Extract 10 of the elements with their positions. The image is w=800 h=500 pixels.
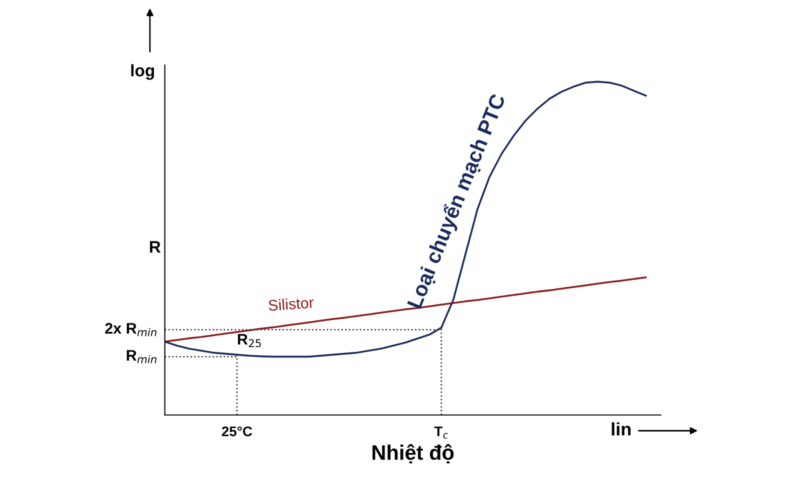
ref-line-label: R$_{min}$ (126, 350, 156, 364)
series-label: Silistor (268, 296, 314, 311)
x-axis-title: Nhiệt độ (372, 444, 454, 464)
annotation: R$_{25}$ (238, 334, 261, 348)
x-tick-label: T$_{c}$ (434, 426, 448, 439)
x-tick-label: 25°C (222, 426, 252, 436)
y-axis-title: R (150, 241, 161, 253)
text: lin (612, 422, 631, 436)
ref-line-label: 2x R$_{min}$ (105, 322, 156, 336)
text: log (131, 64, 154, 80)
